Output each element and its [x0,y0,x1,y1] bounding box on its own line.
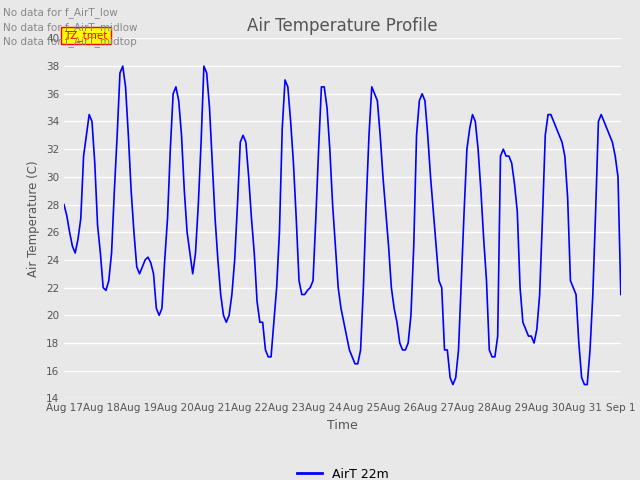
Text: No data for f_AirT_midlow: No data for f_AirT_midlow [3,22,138,33]
X-axis label: Time: Time [327,419,358,432]
Text: No data for f_AirT_midtop: No data for f_AirT_midtop [3,36,137,47]
Title: Air Temperature Profile: Air Temperature Profile [247,17,438,36]
Text: TZ_tmet: TZ_tmet [64,30,108,41]
Legend: AirT 22m: AirT 22m [292,463,393,480]
Y-axis label: Air Temperature (C): Air Temperature (C) [28,160,40,276]
Text: No data for f_AirT_low: No data for f_AirT_low [3,7,118,18]
